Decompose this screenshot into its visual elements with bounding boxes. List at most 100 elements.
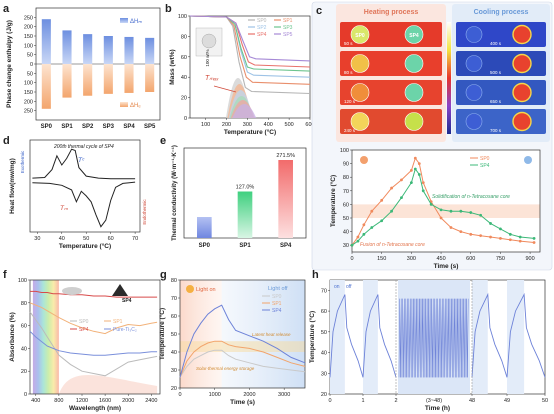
endothermic-label: Endothermic [142, 199, 147, 225]
y-tick-label: 50 [27, 71, 33, 77]
x-tick-label: 30 [34, 236, 40, 242]
legend-label: SP4 [79, 327, 89, 333]
y-tick-label: 20 [321, 392, 327, 398]
sample-disk-sp0 [350, 112, 370, 131]
panel-g: g 0 1000 2000 3000 20 30 40 50 60 70 80 Time (s) Temp… [158, 269, 306, 406]
x-tick-label: 0 [350, 256, 353, 262]
sample-disk-sp0-cool [465, 113, 483, 130]
y-tick-label: 60 [21, 324, 27, 330]
sample-disk-sp4-cool [512, 53, 532, 74]
bar-sp1 [237, 191, 253, 238]
data-point [469, 232, 473, 236]
data-point [413, 167, 417, 171]
data-point [390, 209, 393, 213]
data-point [508, 232, 512, 236]
x-tick-label: SP4 [123, 124, 135, 130]
bar-sp4 [278, 160, 293, 238]
data-point [479, 234, 483, 238]
y-tick-label: 80 [343, 175, 349, 181]
x-tick-label: 0 [178, 392, 181, 398]
heating-time: 80 s [344, 70, 353, 75]
x-tick-label: 70 [132, 236, 138, 242]
y-tick-label: 100 [24, 81, 33, 87]
bar-melting [145, 37, 155, 64]
data-point [421, 189, 425, 193]
sample-disk-sp4-cool [512, 111, 532, 132]
light-on-shade [472, 280, 488, 394]
sample-disk-sp4-cool [512, 24, 532, 45]
sample-disk-sp0 [350, 54, 370, 73]
x-tick-label: 48 [469, 398, 475, 404]
data-point [489, 235, 492, 239]
data-point [532, 237, 536, 240]
y-tick-label: 60 [321, 309, 327, 315]
series-line [29, 330, 158, 356]
legend-label: Pure-Ti₃C₂ [113, 327, 137, 333]
y-axis-label: Heat flow(mw/mg) [9, 158, 16, 214]
legend-label: SP2 [257, 25, 267, 31]
data-point [479, 213, 483, 217]
series-line-sp4 [179, 304, 306, 378]
data-point [459, 230, 463, 234]
sample-photo-sp1 [62, 287, 82, 295]
y-tick-label: 70 [171, 296, 177, 302]
data-point [409, 169, 413, 172]
panel-letter-a: a [3, 3, 10, 15]
heat-icon [360, 156, 368, 164]
y-axis-label: Thermal conductivity (W·m⁻¹·K⁻¹) [171, 145, 178, 241]
series-line [29, 311, 158, 377]
y-tick-label: 100 [178, 14, 187, 20]
x-tick-label: 2000 [122, 398, 134, 404]
data-point [508, 238, 512, 242]
bar-melting [41, 19, 51, 64]
legend-label: SP1 [272, 301, 282, 307]
x-tick-label: 500 [285, 122, 294, 128]
x-tick-label: 1600 [99, 398, 111, 404]
legend-melting: ΔHₘ [130, 19, 142, 25]
y-tick-label: 60 [181, 55, 187, 61]
data-point [362, 232, 366, 236]
panel-e: e Thermal conductivity (W·m⁻¹·K⁻¹) SP0 SP1 1… [160, 135, 307, 249]
plot-bg [352, 150, 540, 252]
y-tick-label: 70 [343, 189, 349, 195]
series-line [30, 290, 158, 298]
panel-letter-c: c [316, 5, 322, 17]
sample-disk-sp4 [404, 83, 424, 102]
x-tick-label: 3000 [278, 392, 290, 398]
data-point [449, 209, 453, 213]
panel-letter-e: e [160, 135, 166, 147]
x-axis-label: Time (s) [434, 263, 459, 270]
y-tick-label: 30 [343, 243, 349, 249]
data-point [409, 181, 413, 185]
data-point [469, 211, 473, 214]
x-tick-label: 150 [377, 256, 386, 262]
data-point [489, 222, 492, 225]
bar-crystallization [83, 64, 93, 96]
light-on-label: Light on [196, 287, 216, 293]
sample-disk-sp0-cool [465, 84, 483, 101]
sample-label-sp4: SP4 [122, 298, 132, 304]
cycle-line [471, 292, 508, 378]
x-tick-label: SP2 [82, 124, 94, 130]
x-tick-label: 450 [436, 256, 445, 262]
x-tick-label: 40 [59, 236, 65, 242]
annotation-cycle: 200th thermal cycle of SP4 [53, 144, 114, 150]
y-tick-label: 60 [343, 202, 349, 208]
tm-label: Tₘ [60, 205, 69, 212]
sample-label-sp0: SP0 [355, 33, 365, 39]
annotation-latent: Latent heat release [252, 332, 291, 337]
y-tick-label: 80 [21, 301, 27, 307]
cooling-title: Cooling process [474, 9, 529, 16]
bar-melting [83, 34, 93, 64]
data-point [370, 209, 374, 213]
sample-disk-sp4 [404, 112, 424, 131]
x-axis-label: Wavelength (nm) [69, 405, 121, 412]
x-axis-label: Time (h) [425, 405, 450, 412]
heating-time: 50 s [344, 41, 353, 46]
y-tick-label: 30 [171, 368, 177, 374]
panel-letter-h: h [312, 269, 319, 281]
plot-frame [29, 139, 141, 233]
legend-label: SP4 [257, 32, 267, 38]
snowflake-icon [524, 156, 532, 164]
cooling-time: 650 s [490, 99, 502, 104]
